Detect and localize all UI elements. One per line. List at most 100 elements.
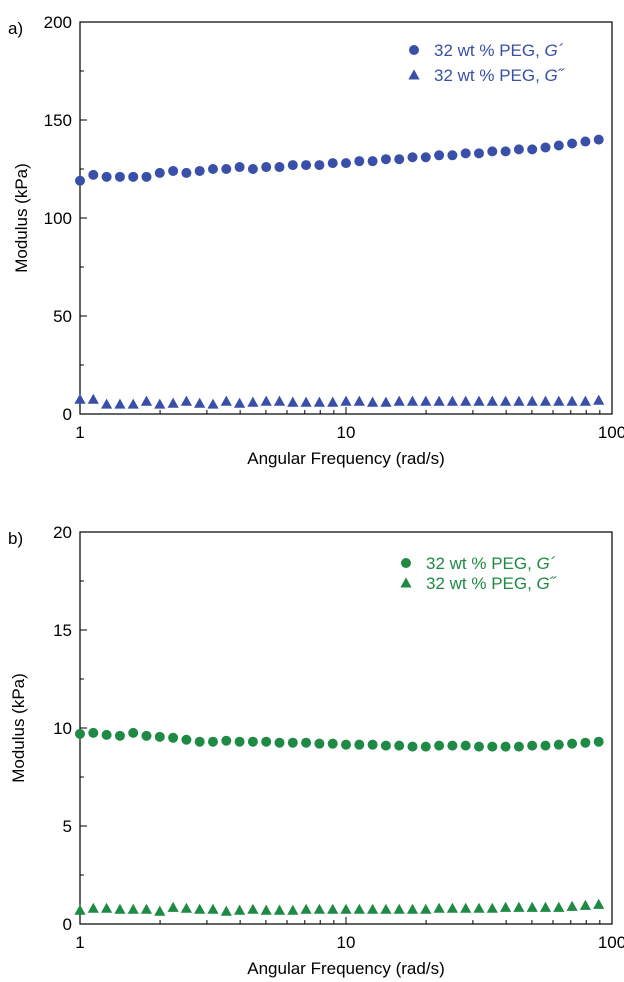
data-point-gprime — [407, 152, 418, 163]
data-point-gprime — [367, 739, 378, 750]
data-point-gprime — [247, 736, 258, 747]
data-point-gdoubleprime — [539, 901, 552, 912]
data-point-gprime — [314, 160, 325, 171]
data-point-gdoubleprime — [273, 904, 286, 915]
panel-label: b) — [8, 529, 23, 548]
data-point-gdoubleprime — [180, 395, 193, 406]
data-point-gprime — [487, 741, 498, 752]
y-tick-label: 100 — [44, 209, 72, 228]
data-point-gdoubleprime — [593, 394, 605, 405]
data-point-gdoubleprime — [247, 903, 259, 914]
data-point-gprime — [567, 138, 578, 149]
data-point-gprime — [420, 152, 431, 163]
data-point-gdoubleprime — [194, 397, 206, 408]
data-point-gprime — [527, 144, 538, 155]
data-point-gdoubleprime — [313, 396, 325, 407]
data-point-gprime — [274, 737, 285, 748]
data-point-gprime — [75, 728, 85, 739]
data-point-gprime — [141, 171, 152, 182]
data-point-gdoubleprime — [127, 903, 139, 914]
x-tick-label: 10 — [337, 933, 356, 952]
data-point-gdoubleprime — [486, 395, 498, 406]
data-point-gdoubleprime — [101, 902, 113, 913]
data-point-gdoubleprime — [114, 903, 126, 914]
data-point-gdoubleprime — [327, 903, 339, 914]
data-point-gprime — [287, 737, 298, 748]
data-point-gprime — [301, 737, 312, 748]
data-point-gdoubleprime — [486, 902, 498, 913]
data-point-gdoubleprime — [287, 904, 299, 915]
data-point-gprime — [128, 727, 139, 738]
data-point-gprime — [580, 737, 591, 748]
data-point-gdoubleprime — [127, 398, 139, 409]
data-point-gdoubleprime — [233, 397, 246, 408]
data-point-gprime — [394, 154, 405, 165]
data-point-gdoubleprime — [194, 903, 206, 914]
data-point-gprime — [114, 730, 125, 741]
data-point-gprime — [540, 142, 551, 153]
data-point-gdoubleprime — [499, 395, 512, 406]
data-point-gprime — [75, 175, 85, 186]
data-point-gprime — [101, 729, 112, 740]
y-tick-label: 50 — [53, 307, 72, 326]
data-point-gdoubleprime — [207, 903, 219, 914]
y-tick-label: 5 — [63, 817, 72, 836]
panel-a: a) 0 50 100 150 200 1 10 100 Angular Frequency (r… — [8, 13, 624, 468]
data-point-gdoubleprime — [526, 901, 538, 912]
data-point-gprime — [154, 731, 165, 742]
data-point-gprime — [447, 740, 458, 751]
data-point-gdoubleprime — [87, 902, 99, 913]
data-point-gdoubleprime — [473, 902, 485, 913]
data-point-gprime — [207, 736, 218, 747]
legend-label-text: 32 wt % PEG, — [426, 554, 537, 573]
x-axis-label: Angular Frequency (rad/s) — [247, 449, 444, 468]
data-point-gprime — [301, 160, 312, 171]
data-point-gprime — [314, 738, 325, 749]
data-point-gprime — [154, 167, 165, 178]
data-point-gdoubleprime — [473, 395, 485, 406]
data-point-gprime — [221, 164, 232, 174]
x-tick-label: 100 — [598, 933, 624, 952]
data-point-gprime — [194, 736, 205, 747]
data-point-gprime — [88, 727, 99, 738]
data-point-gdoubleprime — [207, 398, 219, 409]
data-point-gdoubleprime — [433, 395, 445, 406]
data-point-gprime — [354, 156, 365, 167]
data-point-gprime — [380, 154, 391, 165]
y-tick-label: 0 — [63, 915, 72, 934]
data-point-gprime — [500, 146, 511, 157]
x-tick-label: 1 — [75, 933, 84, 952]
data-point-gprime — [221, 735, 232, 746]
y-tick-label: 10 — [53, 719, 72, 738]
data-point-gdoubleprime — [446, 395, 459, 406]
data-point-gprime — [168, 732, 179, 743]
data-point-gdoubleprime — [247, 396, 259, 407]
data-point-gdoubleprime — [167, 901, 179, 912]
data-point-gdoubleprime — [593, 898, 605, 909]
data-point-gprime — [487, 146, 498, 157]
legend-label: 32 wt % PEG, G˝ — [426, 574, 557, 593]
data-point-gprime — [261, 736, 272, 747]
legend-marker — [409, 45, 419, 55]
data-point-gprime — [434, 740, 445, 751]
data-point-gdoubleprime — [539, 395, 552, 406]
data-point-gdoubleprime — [114, 398, 126, 409]
x-tick-label: 1 — [75, 423, 84, 442]
data-point-gdoubleprime — [406, 395, 419, 406]
x-tick-label: 10 — [337, 423, 356, 442]
y-axis-label: Modulus (kPa) — [12, 163, 31, 273]
data-point-gdoubleprime — [420, 903, 432, 914]
data-point-gprime — [128, 171, 139, 182]
legend-label-text: 32 wt % PEG, — [426, 574, 537, 593]
data-point-gprime — [460, 740, 471, 751]
data-point-gdoubleprime — [180, 902, 193, 913]
data-point-gdoubleprime — [167, 397, 179, 408]
data-point-gprime — [207, 164, 218, 174]
data-point-gprime — [181, 167, 192, 178]
data-point-gdoubleprime — [460, 395, 472, 406]
legend-marker — [401, 558, 411, 568]
data-point-gdoubleprime — [353, 395, 365, 406]
data-point-gdoubleprime — [273, 395, 286, 406]
data-point-gdoubleprime — [260, 904, 272, 915]
data-point-gprime — [460, 148, 471, 159]
